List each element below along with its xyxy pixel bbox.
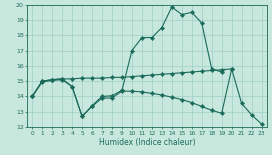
X-axis label: Humidex (Indice chaleur): Humidex (Indice chaleur) xyxy=(98,138,195,147)
